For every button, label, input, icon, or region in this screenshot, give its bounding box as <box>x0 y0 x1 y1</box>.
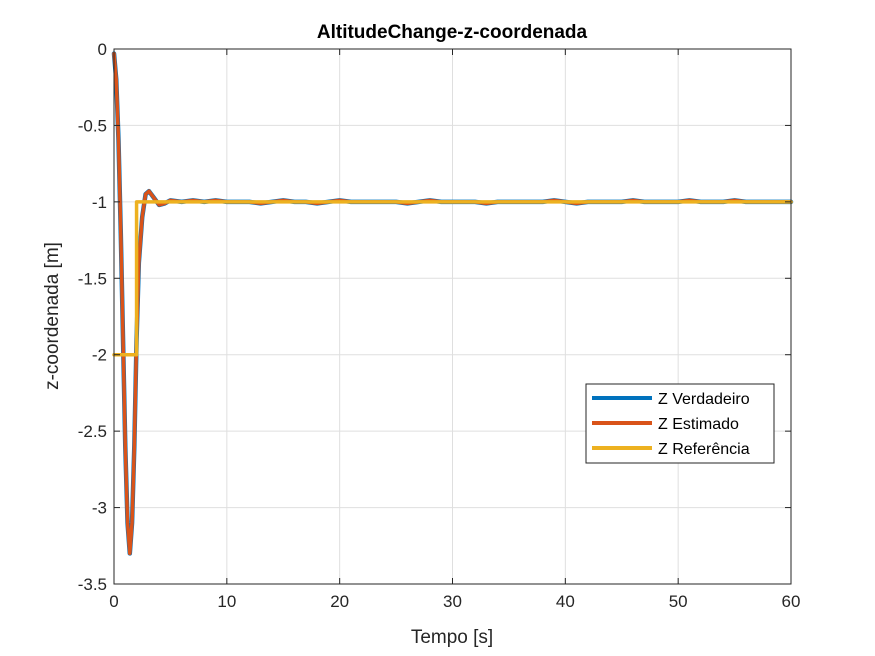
y-tick-label: -1 <box>92 193 107 212</box>
x-tick-label: 30 <box>443 592 462 611</box>
ticks: 0 10 20 30 40 50 60 0 -0.5 -1 -1.5 -2 -2.5 -3 -3.5 <box>78 40 801 611</box>
x-tick-label: 60 <box>782 592 801 611</box>
legend-label-z-referencia: Z Referência <box>658 441 750 458</box>
chart-title: AltitudeChange-z-coordenada <box>317 22 588 43</box>
y-tick-label: -3.5 <box>78 575 107 594</box>
y-tick-label: -2 <box>92 346 107 365</box>
y-tick-label: -1.5 <box>78 269 107 288</box>
x-tick-label: 50 <box>669 592 688 611</box>
y-tick-label: -3 <box>92 499 107 518</box>
x-tick-label: 20 <box>330 592 349 611</box>
x-axis-label: Tempo [s] <box>411 627 493 648</box>
legend: Z Verdadeiro Z Estimado Z Referência <box>585 383 775 464</box>
y-axis-label: z-coordenada [m] <box>42 242 63 390</box>
x-tick-label: 40 <box>556 592 575 611</box>
data-lines <box>111 51 794 556</box>
y-tick-label: -2.5 <box>78 422 107 441</box>
legend-label-z-estimado: Z Estimado <box>658 416 739 433</box>
x-tick-label: 10 <box>217 592 236 611</box>
y-tick-label: -0.5 <box>78 116 107 135</box>
legend-label-z-verdadeiro: Z Verdadeiro <box>658 391 750 408</box>
series-line-z-refer-ncia <box>112 200 793 357</box>
x-tick-label: 0 <box>109 592 118 611</box>
plot-area: 0 10 20 30 40 50 60 0 -0.5 -1 -1.5 -2 -2.5 -3 -3.5 <box>78 40 801 611</box>
y-tick-label: 0 <box>98 40 107 59</box>
